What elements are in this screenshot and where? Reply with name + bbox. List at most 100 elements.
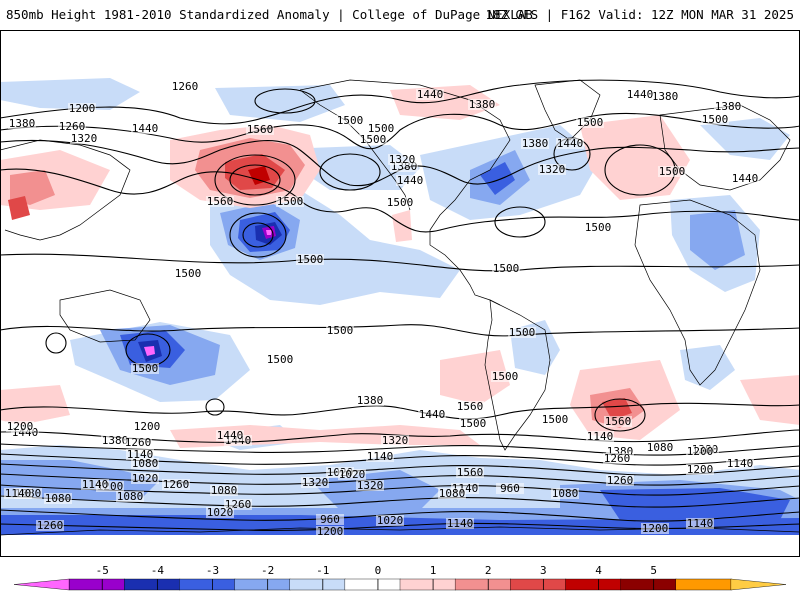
contour-label: 1500 <box>360 133 387 146</box>
contour-label-background <box>686 518 714 529</box>
contour-label-background <box>456 401 484 412</box>
colorbar-segment <box>399 578 456 591</box>
contour-label-background <box>604 416 632 427</box>
contour-label-background <box>496 483 524 494</box>
contour-label-background <box>124 437 152 448</box>
contour-label-background <box>11 427 39 438</box>
contour-label: 1080 <box>117 490 144 503</box>
contour-label-background <box>246 124 274 135</box>
contour-label: 1560 <box>457 400 484 413</box>
contour-label-background <box>551 488 579 499</box>
contour-label-background <box>492 263 520 274</box>
contour-label-background <box>468 99 496 110</box>
colorbar-segment <box>179 578 236 591</box>
contour-line <box>0 495 800 508</box>
contour-label-background <box>521 138 549 149</box>
contour-closed-low <box>242 222 274 248</box>
contour-label-background <box>576 117 604 128</box>
colorbar-segment <box>13 578 70 591</box>
contour-label: 1080 <box>552 487 579 500</box>
contour-label-background <box>36 520 64 531</box>
colorbar-segment <box>565 578 622 591</box>
colorbar-segment <box>68 578 125 591</box>
contour-closed-low <box>205 398 225 416</box>
contour-label: 1260 <box>59 120 86 133</box>
contour-label: 1140 <box>447 517 474 530</box>
contour-label-background <box>70 133 98 144</box>
contour-label-background <box>96 481 124 492</box>
contour-label-background <box>714 101 742 112</box>
contour-label-background <box>210 485 238 496</box>
contour-label-background <box>356 480 384 491</box>
anomaly-neg3-region <box>600 488 790 520</box>
contour-label: 1440 <box>397 174 424 187</box>
contour-label: 1560 <box>605 415 632 428</box>
contour-label: 1560 <box>207 195 234 208</box>
contour-label: 1380 <box>522 137 549 150</box>
colorbar-tick-label: -4 <box>151 564 165 577</box>
contour-label-background <box>641 523 669 534</box>
contour-label: 1200 <box>69 102 96 115</box>
contour-label: 1200 <box>642 522 669 535</box>
contour-label: 1500 <box>492 370 519 383</box>
colorbar-tick-label: 1 <box>430 564 437 577</box>
contour-label: 1440 <box>732 172 759 185</box>
contour-line <box>0 79 800 125</box>
contour-label-background <box>606 446 634 457</box>
map-title: 850mb Height 1981-2010 Standardized Anom… <box>6 7 533 22</box>
contour-label-background <box>316 514 344 525</box>
contour-label-background <box>541 414 569 425</box>
contour-label: 1140 <box>82 478 109 491</box>
contour-label-background <box>276 196 304 207</box>
contour-label: 1260 <box>163 478 190 491</box>
contour-label-background <box>386 197 414 208</box>
contour-closed-high <box>494 206 546 238</box>
contour-label: 1080 <box>211 484 238 497</box>
contour-label: 1500 <box>337 114 364 127</box>
contour-label-background <box>68 103 96 114</box>
contour-label: 1200 <box>134 420 161 433</box>
contour-label: 1080 <box>132 457 159 470</box>
contour-label: 1500 <box>702 113 729 126</box>
contour-label: 1500 <box>387 196 414 209</box>
colorbar-segment <box>620 578 677 591</box>
contour-line <box>0 168 800 233</box>
contour-label: 1500 <box>175 267 202 280</box>
contour-label: 1380 <box>469 98 496 111</box>
anomaly-neg5-region <box>144 346 155 356</box>
colorbar-segment <box>344 578 401 591</box>
contour-label-background <box>216 430 244 441</box>
contour-label: 1560 <box>247 123 274 136</box>
contour-label-background <box>338 469 366 480</box>
contour-label-background <box>174 268 202 279</box>
anomaly-pos1-region <box>440 350 510 405</box>
contour-line <box>0 509 800 522</box>
contour-line <box>0 429 800 443</box>
contour-label: 1140 <box>727 457 754 470</box>
contour-label: 1140 <box>367 450 394 463</box>
colorbar-svg: -5 -4 -3 -2 -1 0 1 2 3 4 5 <box>13 564 787 591</box>
contour-line <box>0 112 800 150</box>
contour-line <box>0 484 800 496</box>
contour-line <box>0 253 800 272</box>
contour-label-background <box>538 164 566 175</box>
contour-label-background <box>126 449 154 460</box>
contour-label: 1260 <box>607 474 634 487</box>
contour-label: 1500 <box>577 116 604 129</box>
height-contours <box>0 79 800 531</box>
contour-label-background <box>4 488 32 499</box>
contour-label: 1080 <box>439 487 466 500</box>
contour-label-background <box>8 118 36 129</box>
contour-label: 1380 <box>715 100 742 113</box>
contour-label-background <box>686 446 714 457</box>
colorbar-segment <box>510 578 567 591</box>
colorbar-tick-label: 3 <box>540 564 547 577</box>
contour-label-background <box>606 475 634 486</box>
contour-label-background <box>731 173 759 184</box>
anomaly-neg1-region <box>215 85 345 122</box>
contour-label: 1440 <box>132 122 159 135</box>
contour-line <box>0 522 800 531</box>
greenland-coast <box>534 79 601 141</box>
contour-label: 1140 <box>5 487 32 500</box>
